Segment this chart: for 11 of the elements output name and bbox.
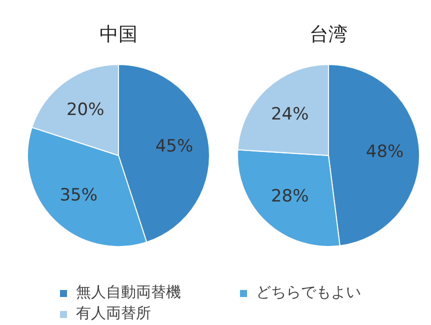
- data-label: 28%: [270, 186, 309, 207]
- data-label: 48%: [366, 142, 404, 162]
- slice-label: 台湾: [310, 24, 348, 46]
- legend-label: 有人両替所: [76, 304, 152, 323]
- data-label: 20%: [66, 100, 104, 120]
- legend-label: どちらでもよい: [256, 283, 362, 302]
- data-label: 45%: [155, 136, 194, 157]
- legend-label: 無人自動両替機: [76, 283, 182, 302]
- slice-label: 中国: [100, 24, 138, 46]
- data-label: 35%: [60, 185, 98, 206]
- data-label: 24%: [270, 104, 309, 124]
